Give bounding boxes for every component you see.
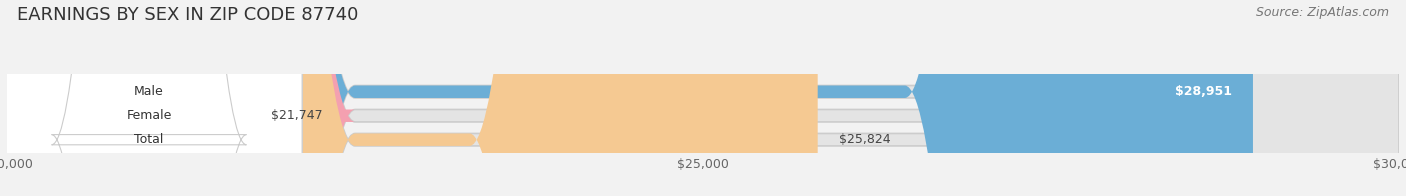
FancyBboxPatch shape xyxy=(0,0,302,196)
Text: Source: ZipAtlas.com: Source: ZipAtlas.com xyxy=(1256,6,1389,19)
Text: EARNINGS BY SEX IN ZIP CODE 87740: EARNINGS BY SEX IN ZIP CODE 87740 xyxy=(17,6,359,24)
Text: $25,824: $25,824 xyxy=(838,133,890,146)
FancyBboxPatch shape xyxy=(0,0,356,196)
FancyBboxPatch shape xyxy=(7,0,1399,196)
FancyBboxPatch shape xyxy=(7,0,818,196)
FancyBboxPatch shape xyxy=(0,0,302,196)
Text: Total: Total xyxy=(135,133,163,146)
FancyBboxPatch shape xyxy=(0,0,302,196)
FancyBboxPatch shape xyxy=(7,0,1399,196)
Text: $28,951: $28,951 xyxy=(1175,85,1232,98)
Text: Female: Female xyxy=(127,109,172,122)
FancyBboxPatch shape xyxy=(7,0,1399,196)
FancyBboxPatch shape xyxy=(7,0,1253,196)
Text: $21,747: $21,747 xyxy=(271,109,323,122)
Text: Male: Male xyxy=(134,85,165,98)
